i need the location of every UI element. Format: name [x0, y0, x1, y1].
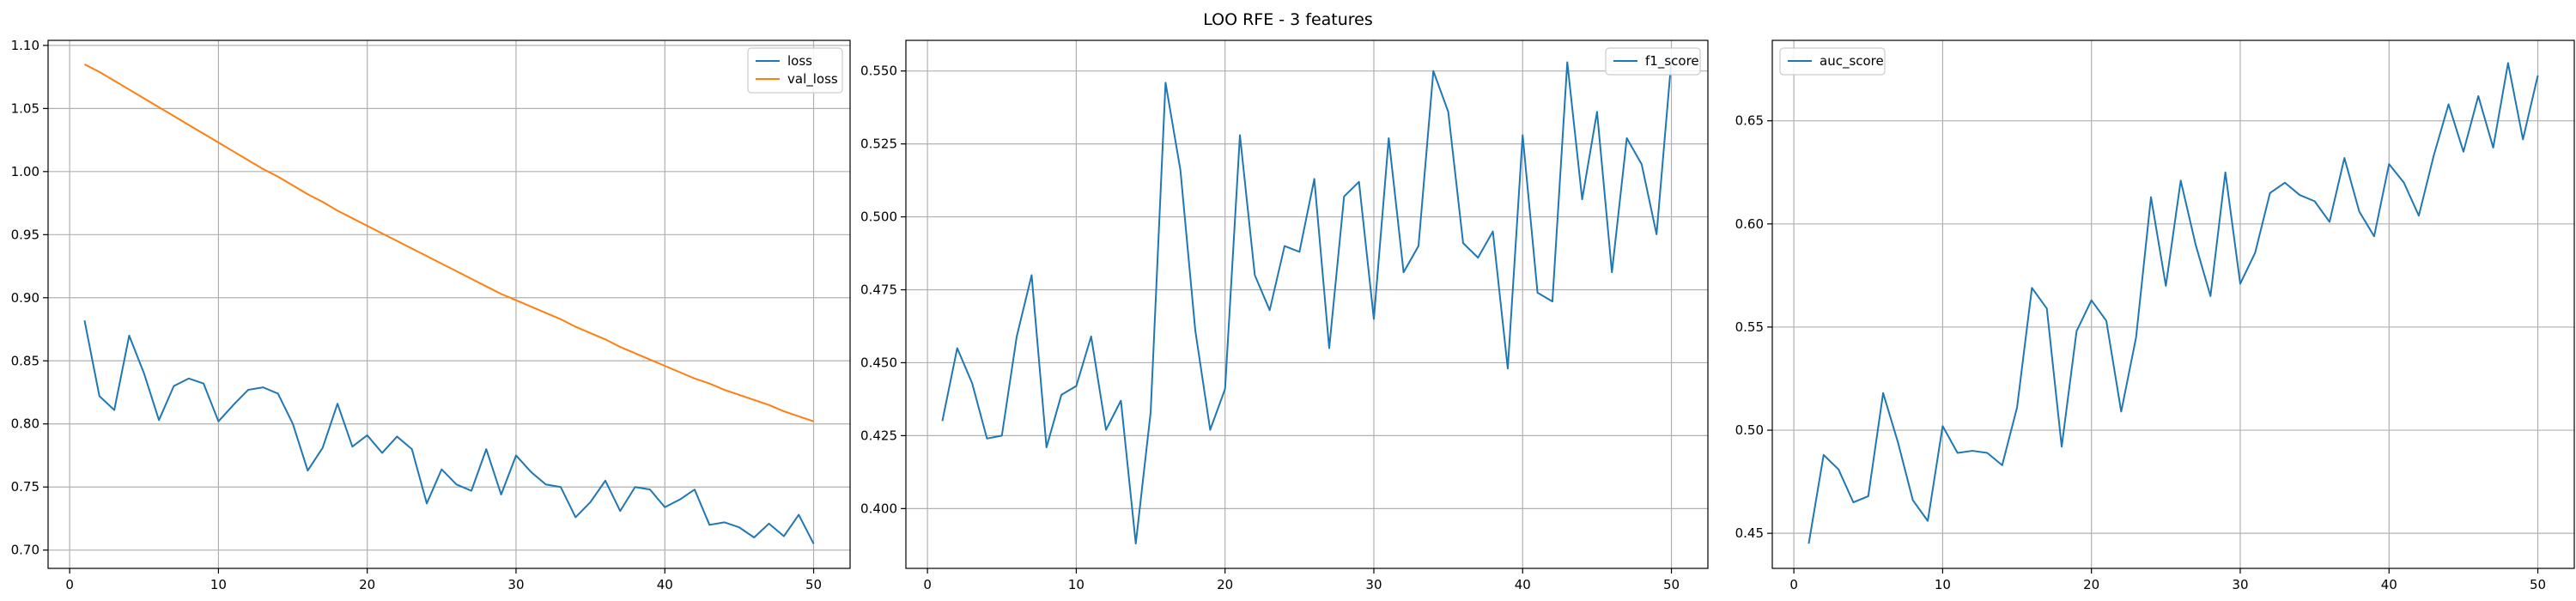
- y-tick-label: 1.00: [11, 164, 39, 179]
- x-tick-label: 50: [1663, 577, 1680, 592]
- y-tick-label: 0.95: [11, 227, 39, 242]
- axes-frame: [905, 39, 1709, 569]
- series-line-val-loss: [83, 64, 814, 422]
- y-tick-label: 0.60: [1735, 216, 1764, 232]
- y-tick-label: 0.425: [860, 428, 897, 443]
- legend: f1_score: [1605, 47, 1701, 76]
- plot-area: [1772, 40, 2574, 568]
- y-tick-label: 0.50: [1735, 422, 1764, 438]
- x-tick-label: 10: [1935, 577, 1951, 592]
- x-tick-label: 50: [2530, 577, 2546, 592]
- legend: loss val_loss: [747, 47, 843, 94]
- y-tick-label: 0.80: [11, 416, 39, 432]
- y-tick-label: 0.65: [1735, 113, 1764, 129]
- y-tick-label: 1.05: [11, 100, 39, 116]
- loss-chart-panel: 0 10 20 30 40 50 0.70 0.75 0.80 0.85 0.90 0.95 1.00 1…: [11, 38, 851, 592]
- axes-frame: [47, 39, 851, 569]
- y-tick-label: 0.450: [860, 355, 897, 370]
- y-tick-label: 0.525: [860, 137, 897, 152]
- y-tick-label: 0.45: [1735, 525, 1764, 541]
- x-tick-label: 50: [805, 577, 822, 592]
- x-tick-label: 0: [1789, 577, 1798, 592]
- legend-box: [1779, 47, 1886, 76]
- y-tick-label: 0.70: [11, 543, 39, 558]
- series-line-loss: [83, 320, 815, 544]
- y-tick-label: 0.550: [860, 64, 897, 79]
- y-tick-label: 0.475: [860, 282, 897, 298]
- f1-score-chart-panel: 0 10 20 30 40 50 0.400 0.425 0.450 0.475 0.500 0.52…: [860, 39, 1709, 592]
- x-tick-label: 10: [210, 577, 227, 592]
- y-tick-label: 0.400: [860, 501, 897, 516]
- x-tick-label: 20: [1217, 577, 1233, 592]
- legend-box: [1605, 47, 1701, 76]
- figure-suptitle: LOO RFE - 3 features: [1203, 10, 1373, 29]
- axes-frame: [1771, 39, 2575, 569]
- x-tick-label: 30: [507, 577, 524, 592]
- series-line-f1-score: [941, 59, 1673, 545]
- x-tick-label: 20: [2083, 577, 2099, 592]
- auc-score-chart-panel: 0 10 20 30 40 50 0.45 0.50 0.55 0.60 0.65 auc_score: [1735, 39, 2575, 592]
- y-tick-label: 0.75: [11, 479, 39, 495]
- x-tick-label: 40: [1515, 577, 1531, 592]
- y-tick-label: 0.85: [11, 353, 39, 368]
- y-tick-label: 0.500: [860, 209, 897, 225]
- legend-label-val-loss: val_loss: [787, 71, 838, 88]
- legend-label-f1-score: f1_score: [1645, 53, 1699, 70]
- x-tick-label: 40: [657, 577, 673, 592]
- x-tick-label: 30: [2232, 577, 2248, 592]
- legend: auc_score: [1779, 47, 1886, 76]
- x-tick-label: 30: [1365, 577, 1382, 592]
- y-tick-label: 0.55: [1735, 319, 1764, 335]
- series-line-auc-score: [1807, 62, 2539, 544]
- x-tick-label: 0: [65, 577, 74, 592]
- x-tick-label: 20: [359, 577, 375, 592]
- y-tick-label: 0.90: [11, 290, 39, 306]
- y-tick-label: 1.10: [11, 38, 39, 53]
- plot-area: [906, 40, 1708, 568]
- legend-label-loss: loss: [787, 53, 812, 69]
- legend-label-auc-score: auc_score: [1820, 53, 1884, 70]
- x-tick-label: 0: [923, 577, 932, 592]
- x-tick-label: 10: [1068, 577, 1084, 592]
- legend-box: [747, 47, 843, 94]
- plot-area: [48, 40, 850, 568]
- x-tick-label: 40: [2381, 577, 2397, 592]
